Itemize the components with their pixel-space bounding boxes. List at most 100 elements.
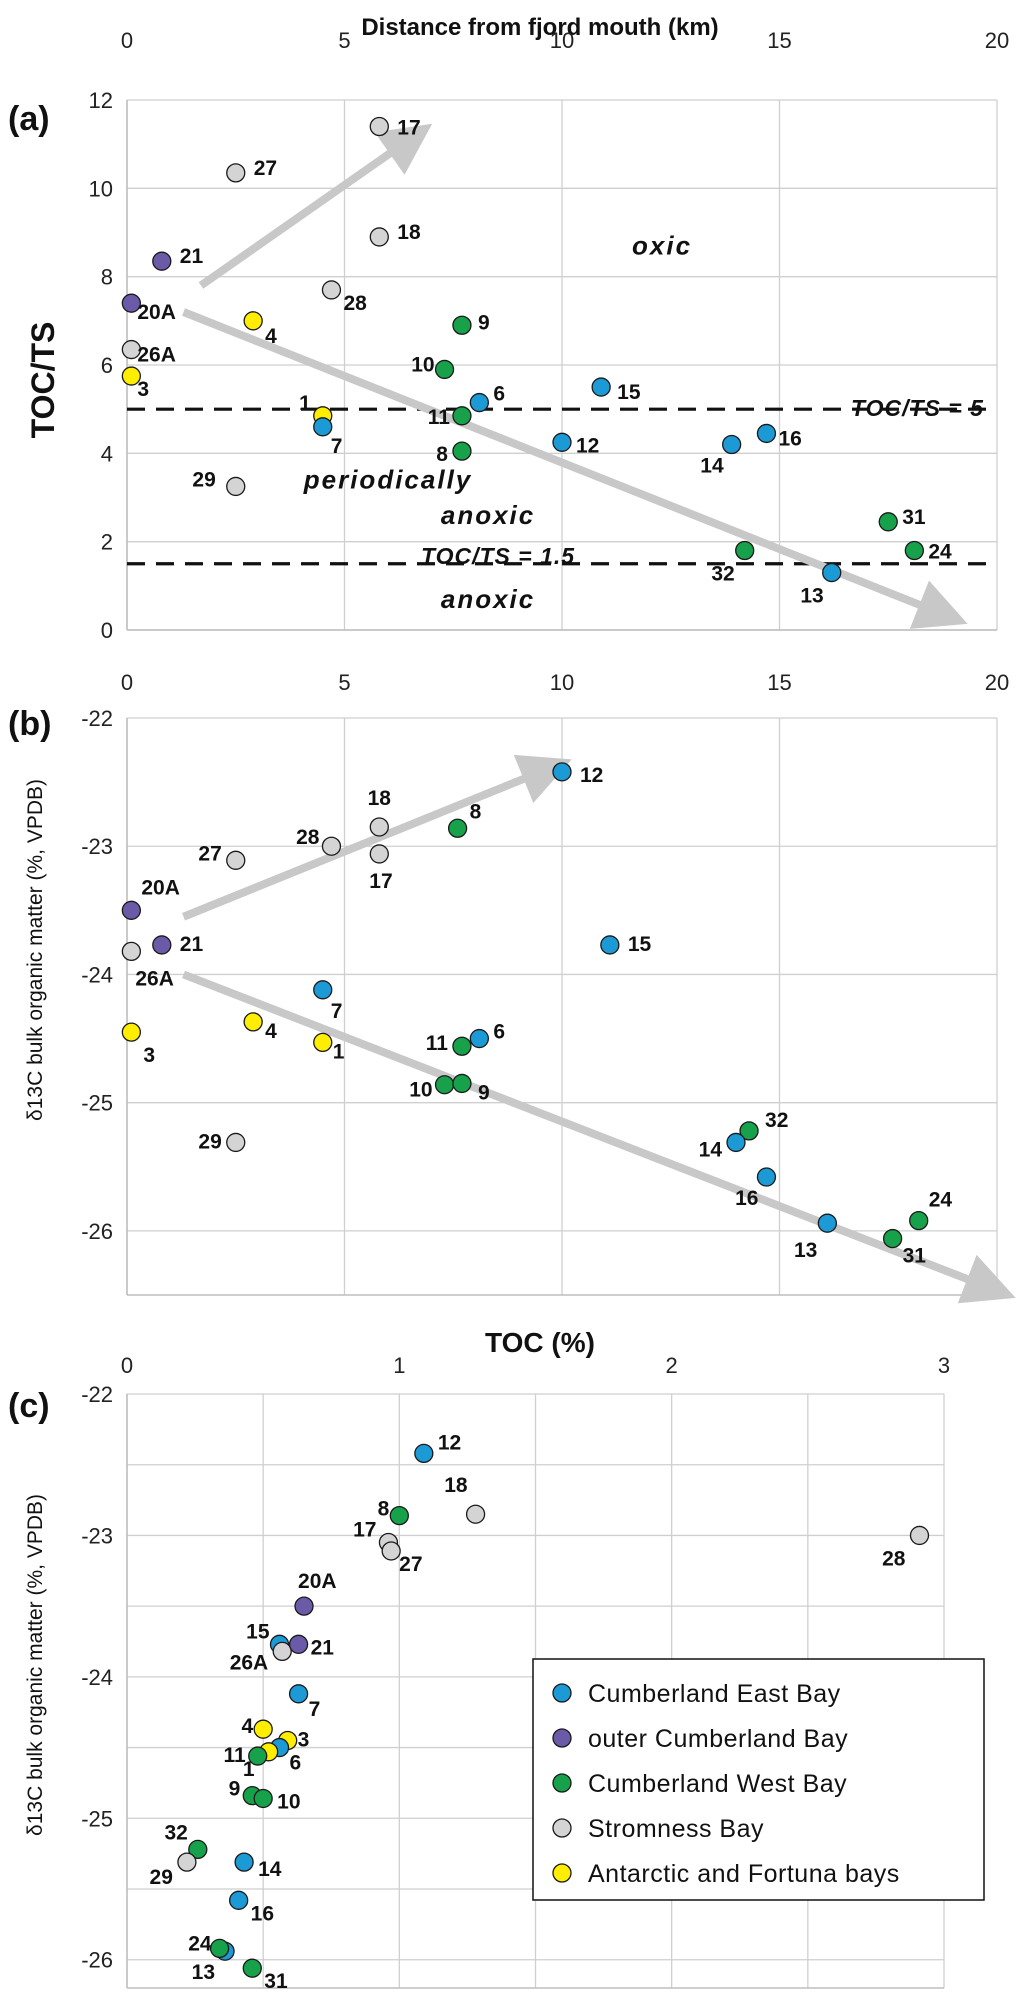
x-tick-label: 3 — [938, 1353, 950, 1378]
point-label: 16 — [735, 1187, 758, 1210]
panel-a-toc-ts: Distance from fjord mouth (km) (a) TOC/T… — [8, 14, 1009, 695]
point-label: 32 — [711, 563, 734, 586]
point-label: 1 — [299, 392, 311, 415]
panel-a-zone-labels: oxic periodically anoxic anoxic — [303, 231, 692, 614]
point-label: 6 — [290, 1752, 302, 1775]
x-tick-label: 5 — [338, 28, 350, 53]
legend-label: Cumberland West Bay — [588, 1770, 847, 1798]
y-tick-label: 10 — [89, 176, 113, 201]
data-point-9 — [452, 1073, 472, 1094]
point-label: 7 — [309, 1698, 321, 1721]
data-point-14 — [722, 434, 742, 455]
point-label: 26A — [230, 1651, 269, 1674]
panel-a-gridlines — [126, 99, 998, 631]
point-label: 18 — [444, 1474, 468, 1497]
data-point-29 — [226, 1132, 246, 1153]
legend-box — [532, 1658, 985, 1901]
point-label: 8 — [378, 1498, 390, 1521]
trend-arrow — [182, 308, 968, 629]
point-label: 11 — [224, 1744, 247, 1767]
panel-a-label: (a) — [8, 100, 50, 138]
point-label: 9 — [478, 1081, 490, 1104]
point-label: 14 — [258, 1858, 282, 1881]
data-point-21 — [152, 935, 172, 955]
data-point-27 — [226, 163, 246, 183]
legend-label: Cumberland East Bay — [588, 1680, 841, 1708]
point-label: 17 — [369, 870, 392, 893]
zone-label: anoxic — [441, 500, 535, 530]
panel-a-y-axis-title: TOC/TS — [25, 322, 61, 439]
point-label: 10 — [411, 353, 434, 376]
data-point-29 — [226, 476, 246, 497]
point-label: 3 — [137, 378, 149, 401]
zone-label: oxic — [632, 231, 692, 261]
legend-marker — [552, 1683, 572, 1703]
data-point-4 — [253, 1719, 273, 1739]
data-point-7 — [313, 980, 333, 1000]
y-tick-label: -22 — [81, 706, 113, 731]
data-point-4 — [243, 311, 263, 331]
point-label: 6 — [493, 383, 505, 406]
point-label: 6 — [493, 1021, 505, 1044]
x-tick-label: 20 — [985, 670, 1009, 695]
point-label: 15 — [628, 933, 652, 956]
point-label: 13 — [794, 1239, 817, 1262]
data-point-26A — [121, 339, 142, 360]
point-label: 14 — [699, 1138, 723, 1161]
data-point-31 — [242, 1958, 262, 1978]
point-label: 12 — [576, 434, 599, 457]
panel-a-x-ticks-bottom: 0 5 10 15 20 — [121, 670, 1009, 695]
point-label: 18 — [397, 221, 421, 244]
data-point-3 — [121, 366, 142, 386]
panel-c-label: (c) — [8, 1387, 50, 1425]
point-label: 10 — [277, 1790, 300, 1813]
point-label: 8 — [436, 443, 448, 466]
data-point-31 — [882, 1228, 903, 1249]
point-label: 20A — [137, 301, 176, 324]
point-label: 1 — [333, 1040, 345, 1063]
y-tick-label: 8 — [101, 265, 113, 290]
data-point-12 — [552, 432, 572, 452]
panel-b-gridlines — [126, 717, 998, 1296]
point-label: 31 — [903, 1245, 927, 1268]
panel-c-d13c-toc: TOC (%) (c) δ13C bulk organic matter (%,… — [8, 1327, 985, 1993]
point-label: 24 — [929, 1189, 953, 1212]
data-point-6 — [469, 1028, 490, 1049]
point-label: 32 — [164, 1821, 187, 1844]
y-tick-label: -22 — [81, 1382, 113, 1407]
panel-c-y-axis-title: δ13C bulk organic matter (%, VPDB) — [24, 1494, 47, 1836]
point-label: 15 — [246, 1620, 270, 1643]
data-point-3 — [121, 1022, 142, 1042]
point-label: 16 — [251, 1902, 274, 1925]
data-point-7 — [288, 1684, 309, 1704]
data-point-18 — [465, 1504, 486, 1524]
y-tick-label: -23 — [81, 1523, 113, 1548]
data-point-24 — [909, 1210, 929, 1231]
point-label: 27 — [198, 842, 221, 865]
y-tick-label: -25 — [81, 1091, 113, 1116]
point-label: 16 — [778, 427, 801, 450]
data-point-15 — [591, 377, 611, 397]
y-tick-label: -24 — [81, 962, 113, 987]
data-point-16 — [756, 423, 777, 444]
y-tick-label: 6 — [101, 353, 113, 378]
trend-arrow — [182, 754, 572, 921]
zone-label: periodically — [303, 465, 473, 495]
panel-a-top-axis-title: Distance from fjord mouth (km) — [361, 14, 718, 41]
data-point-18 — [369, 227, 389, 247]
data-point-14 — [234, 1852, 254, 1872]
x-tick-label: 0 — [121, 1353, 133, 1378]
point-label: 29 — [150, 1866, 173, 1889]
data-point-27 — [381, 1541, 401, 1561]
panel-a-x-ticks: 0 5 10 15 20 — [121, 28, 1009, 53]
data-point-26A — [272, 1641, 292, 1662]
data-point-16 — [229, 1890, 249, 1910]
point-label: 4 — [265, 325, 277, 348]
x-tick-label: 5 — [338, 670, 350, 695]
data-point-29 — [177, 1852, 197, 1872]
x-tick-label: 20 — [985, 28, 1009, 53]
point-label: 12 — [580, 764, 603, 787]
point-label: 26A — [137, 344, 176, 367]
point-label: 15 — [617, 381, 641, 404]
panel-c-y-ticks: -22 -23 -24 -25 -26 — [81, 1382, 113, 1973]
